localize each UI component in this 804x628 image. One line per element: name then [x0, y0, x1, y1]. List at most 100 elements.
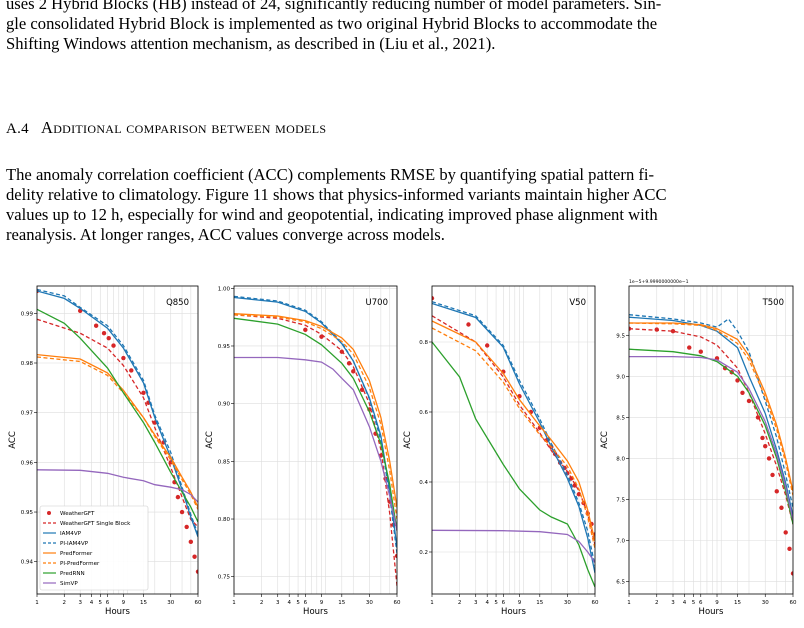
- x-tick-label: 30: [564, 600, 571, 606]
- data-point-weathergft: [790, 571, 793, 576]
- data-point-weathergft: [740, 390, 745, 395]
- data-point-weathergft: [121, 355, 126, 361]
- data-point-weathergft: [735, 378, 740, 383]
- x-tick-label: 30: [167, 600, 174, 606]
- x-tick-label: 3: [78, 600, 82, 606]
- series-group: [629, 314, 793, 576]
- legend-box: [39, 505, 149, 591]
- data-point-weathergft: [763, 443, 768, 449]
- legend: WeatherGFT WeatherGFT Single Block IAM4VP P…: [39, 505, 149, 591]
- chart-panel-v50: 1 2 3 4 5 6 9 15 30 60 0.2 0.4 0.6 0.8 V50 Hours ACC: [403, 285, 599, 617]
- y-tick-label: 8.5: [616, 415, 625, 421]
- paragraph-intro: uses 2 Hybrid Blocks (HB) instead of 24,…: [6, 0, 798, 54]
- series-line-iam4vp: [37, 290, 198, 538]
- series-line-weathergft-single-block: [432, 315, 595, 546]
- plot-frame: [36, 285, 199, 595]
- data-point-weathergft: [432, 296, 435, 301]
- series-line-pi-iam4vp: [432, 301, 595, 567]
- data-point-weathergft: [484, 343, 490, 348]
- legend-label-predrnn: PredRNN: [60, 571, 85, 577]
- y-tick-label: 0.98: [21, 361, 34, 367]
- data-point-weathergft: [303, 327, 308, 333]
- plot-frame: [628, 285, 794, 595]
- y-tick-label: 0.2: [419, 550, 428, 556]
- legend-label-iam4vp: IAM4VP: [60, 531, 82, 537]
- data-point-weathergft: [654, 327, 659, 332]
- y-tick-label: 0.94: [21, 560, 34, 566]
- paragraph-acc: The anomaly correlation coefficient (ACC…: [6, 165, 798, 245]
- y-tick-label: 0.95: [218, 344, 231, 350]
- text-line: values up to 12 h, especially for wind a…: [6, 205, 658, 224]
- y-tick-label: 6.5: [616, 580, 625, 586]
- series-line-iam4vp: [234, 296, 397, 548]
- y-tick-label: 0.80: [218, 517, 231, 523]
- data-point-weathergft: [779, 505, 784, 510]
- x-tick-label: 9: [715, 600, 719, 606]
- x-tick-label: 1: [232, 600, 236, 606]
- series-line-pi-iam4vp: [234, 295, 397, 554]
- series-line-predrnn: [234, 317, 397, 531]
- series-line-predformer: [432, 320, 595, 542]
- y-tick-label: 7.5: [616, 498, 625, 504]
- data-point-weathergft: [746, 398, 752, 404]
- series-line-predrnn: [629, 348, 793, 525]
- series-line-simvp: [629, 355, 793, 521]
- y-tick-label: 0.97: [21, 411, 34, 417]
- x-tick-label: 4: [683, 600, 687, 606]
- data-point-weathergft: [93, 323, 99, 328]
- x-tick-label: 6: [106, 600, 110, 606]
- text-line: reanalysis. At longer ranges, ACC values…: [6, 225, 445, 244]
- y-tick-label: 0.6: [419, 410, 428, 416]
- series-line-pi-predformer: [234, 314, 397, 520]
- x-tick-label: 9: [320, 600, 324, 606]
- acc-figure: 1 2 3 4 5 6 9 15 30 600.940.950.960.970.980.99Q85…: [8, 279, 797, 617]
- x-tick-label: 2: [260, 600, 264, 606]
- data-point-weathergft: [129, 368, 134, 373]
- x-tick-label: 9: [122, 600, 126, 606]
- y-tick-label: 0.96: [21, 460, 34, 466]
- y-tick-label: 8.0: [616, 456, 625, 462]
- series-line-predformer: [629, 322, 793, 492]
- data-point-weathergft: [687, 345, 692, 350]
- section-title: Additional comparison between models: [40, 118, 327, 137]
- text-line: uses 2 Hybrid Blocks (HB) instead of 24,…: [6, 0, 662, 13]
- x-tick-label: 15: [734, 600, 741, 606]
- x-tick-label: 5: [494, 600, 498, 606]
- data-point-weathergft: [766, 456, 772, 461]
- legend-label-pi-iam4vp: PI-IAM4VP: [60, 541, 89, 547]
- text-line: delity relative to climatology. Figure 1…: [6, 185, 667, 204]
- data-point-weathergft: [466, 322, 471, 327]
- series-line-predrnn: [37, 308, 198, 523]
- series-line-pi-iam4vp: [629, 314, 793, 508]
- x-tick-label: 60: [790, 600, 797, 606]
- x-tick-label: 6: [304, 600, 308, 606]
- series-line-pi-predformer: [432, 327, 595, 549]
- x-tick-label: 60: [394, 600, 401, 606]
- data-point-weathergft: [195, 569, 198, 574]
- chart-title: V50: [569, 298, 586, 308]
- x-tick-label: 15: [536, 600, 543, 606]
- data-point-weathergft: [394, 553, 397, 559]
- series-line-simvp: [432, 529, 595, 563]
- data-point-weathergft: [101, 330, 107, 336]
- data-point-weathergft: [179, 509, 185, 515]
- y-tick-label: 0.8: [419, 340, 428, 346]
- data-point-weathergft: [698, 349, 703, 354]
- data-point-weathergft: [141, 390, 146, 396]
- legend-label-predformer: PredFormer: [60, 551, 93, 557]
- x-axis-label: Hours: [699, 607, 724, 617]
- y-axis-label: ACC: [8, 431, 18, 449]
- data-point-weathergft: [572, 483, 577, 488]
- y-tick-label: 0.75: [218, 575, 231, 581]
- legend-label-simvp: SimVP: [60, 581, 78, 587]
- series-line-weathergft-single-block: [629, 328, 793, 525]
- section-heading: A.4 Additional comparison between models: [6, 118, 326, 138]
- x-tick-label: 4: [287, 600, 291, 606]
- chart-panel-u700: 1 2 3 4 5 6 9 15 30 60 0.75 0.80 0.85 0.90 0.95 1.00 U70…: [205, 285, 401, 617]
- series-group: [432, 296, 595, 588]
- chart-title: T500: [762, 298, 784, 308]
- series-group: [234, 295, 397, 586]
- x-tick-label: 3: [474, 600, 478, 606]
- x-axis-label: Hours: [303, 607, 328, 617]
- x-axis-label: Hours: [501, 607, 526, 617]
